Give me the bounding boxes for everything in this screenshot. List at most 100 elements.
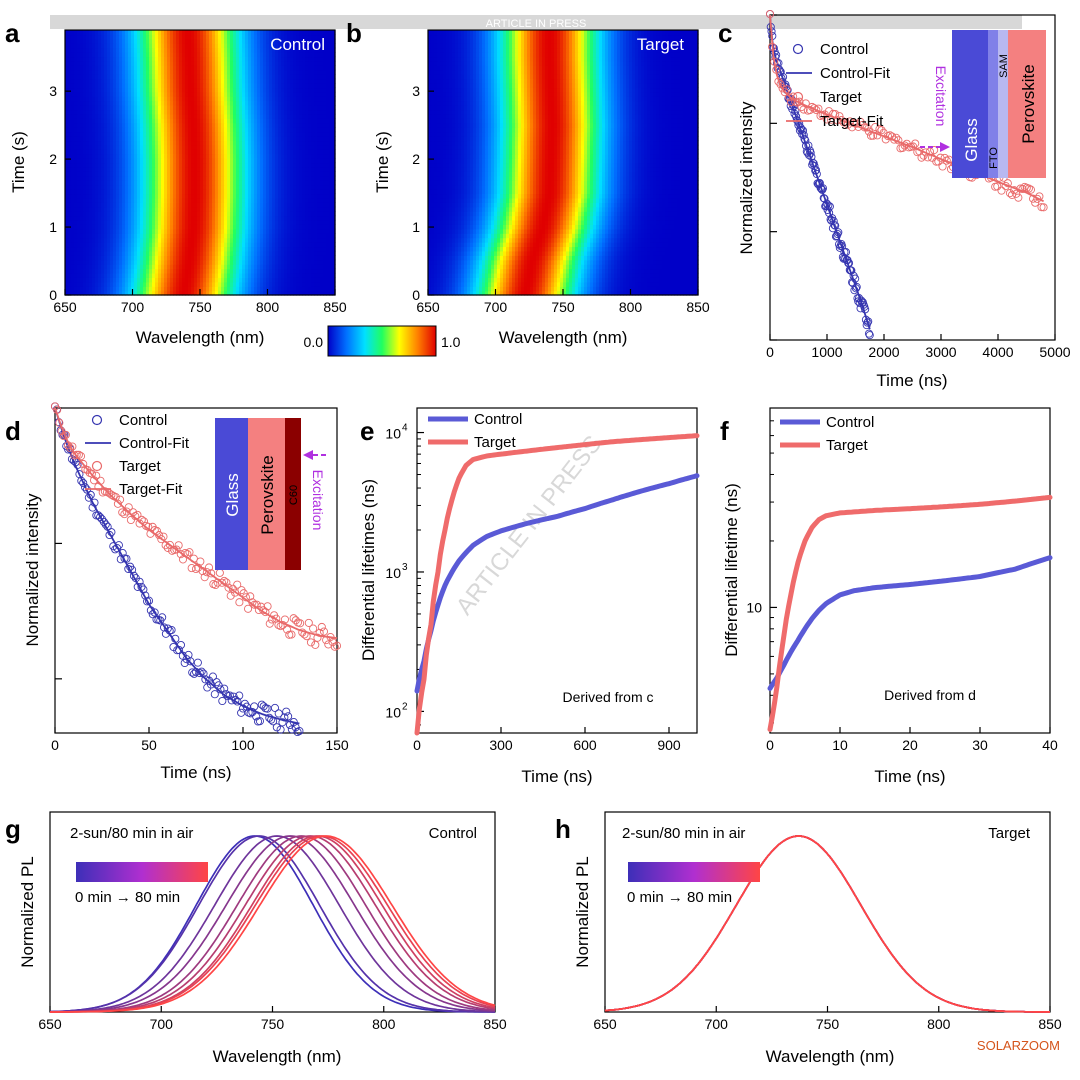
heatmap-cell [299,184,303,190]
heatmap-cell [143,286,147,292]
heatmap-cell [212,277,216,283]
heatmap-cell [128,122,132,128]
heatmap-cell [224,237,228,243]
heatmap-cell [230,197,234,203]
heatmap-cell [215,166,219,172]
heatmap-cell [134,113,138,119]
heatmap-cell [203,272,207,278]
heatmap-cell [248,131,252,137]
heatmap-cell [116,65,120,71]
heatmap-cell [101,246,105,252]
heatmap-cell [299,127,303,133]
heatmap-cell [146,224,150,230]
heatmap-cell [71,242,75,248]
heatmap-cell [152,219,156,225]
heatmap-cell [71,56,75,62]
heatmap-cell [116,290,120,296]
heatmap-cell [122,219,126,225]
heatmap-cell [245,184,249,190]
heatmap-cell [185,219,189,225]
heatmap-cell [305,171,309,177]
heatmap-cell [221,149,225,155]
heatmap-cell [152,83,156,89]
heatmap-cell [89,259,93,265]
heatmap-cell [215,202,219,208]
heatmap-cell [182,246,186,252]
heatmap-cell [173,237,177,243]
heatmap-cell [329,136,333,142]
heatmap-cell [146,56,150,62]
heatmap-cell [269,206,273,212]
heatmap-cell [74,202,78,208]
heatmap-cell [209,83,213,89]
heatmap-cell [197,91,201,97]
heatmap-cell [281,242,285,248]
heatmap-cell [110,206,114,212]
heatmap-cell [149,255,153,261]
heatmap-cell [215,224,219,230]
heatmap-cell [86,60,90,66]
heatmap-cell [269,113,273,119]
heatmap-cell [149,215,153,221]
heatmap-cell [170,87,174,93]
heatmap-cell [266,91,270,97]
heatmap-cell [128,166,132,172]
heatmap-cell [113,136,117,142]
heatmap-cell [155,131,159,137]
heatmap-cell [98,233,102,239]
heatmap-cell [284,184,288,190]
heatmap-cell [74,242,78,248]
heatmap-cell [332,105,336,111]
heatmap-cell [305,109,309,115]
heatmap-cell [278,281,282,287]
heatmap-cell [287,83,291,89]
heatmap-cell [245,202,249,208]
heatmap-cell [68,158,72,164]
heatmap-cell [95,65,99,71]
heatmap-cell [98,219,102,225]
heatmap-cell [314,127,318,133]
heatmap-cell [284,272,288,278]
heatmap-cell [248,96,252,102]
heatmap-cell [167,286,171,292]
heatmap-cell [92,237,96,243]
heatmap-cell [68,131,72,137]
heatmap-cell [170,78,174,84]
heatmap-cell [182,189,186,195]
heatmap-cell [302,87,306,93]
heatmap-cell [332,193,336,199]
heatmap-cell [281,78,285,84]
heatmap-cell [185,277,189,283]
heatmap-cell [179,171,183,177]
heatmap-cell [122,47,126,53]
heatmap-cell [233,237,237,243]
heatmap-cell [86,233,90,239]
heatmap-cell [236,113,240,119]
heatmap-cell [215,149,219,155]
heatmap-cell [293,286,297,292]
heatmap-cell [149,105,153,111]
heatmap-cell [299,206,303,212]
heatmap-cell [311,78,315,84]
heatmap-cell [200,219,204,225]
heatmap-cell [143,202,147,208]
heatmap-cell [278,74,282,80]
heatmap-cell [233,277,237,283]
heatmap-cell [257,78,261,84]
heatmap-cell [65,246,69,252]
heatmap-cell [215,228,219,234]
heatmap-cell [110,286,114,292]
heatmap-cell [143,78,147,84]
heatmap-cell [239,149,243,155]
heatmap-cell [260,162,264,168]
heatmap-cell [197,242,201,248]
heatmap-cell [323,255,327,261]
heatmap-cell [224,228,228,234]
heatmap-cell [80,105,84,111]
heatmap-cell [221,277,225,283]
heatmap-cell [224,286,228,292]
heatmap-cell [131,242,135,248]
heatmap-cell [152,197,156,203]
heatmap-cell [266,259,270,265]
heatmap-cell [215,259,219,265]
